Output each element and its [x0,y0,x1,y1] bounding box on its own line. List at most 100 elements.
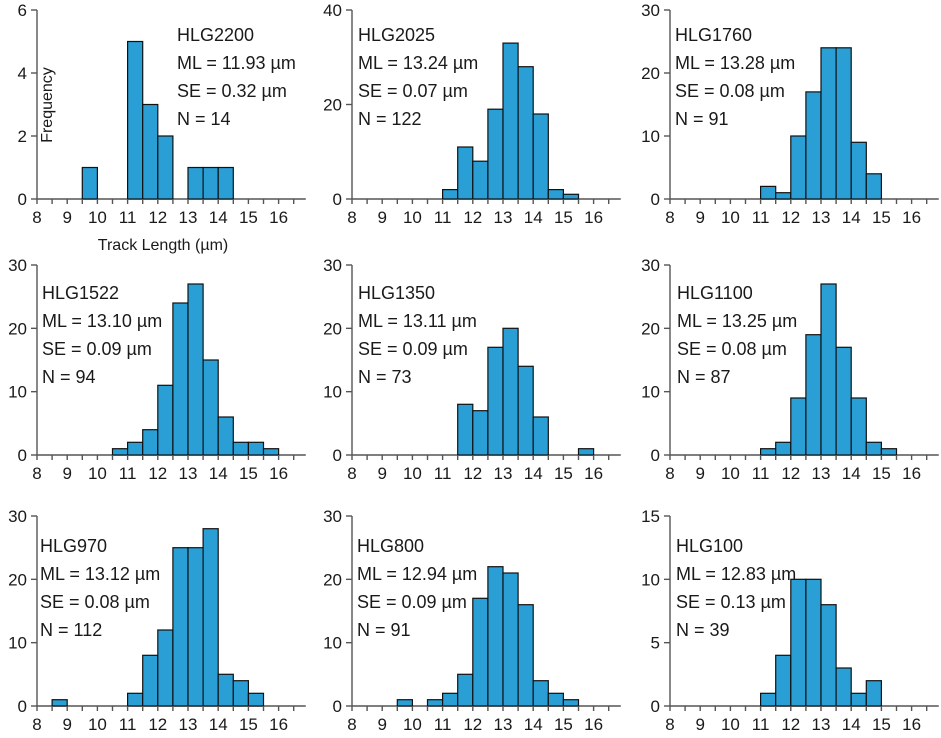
histogram-bar [759,448,777,456]
stat-annotation: ML = 12.94 µm [357,564,477,584]
x-tick-label: 9 [62,715,71,734]
x-tick-label: 9 [62,208,71,227]
histogram-panel-HLG1760: 0 10 20 30 8 9 10 11 12 13 14 15 16 HLG1760 ML = 13.28… [641,1,939,227]
stat-annotation: ML = 13.11 µm [358,311,477,331]
sample-label: HLG1760 [675,25,752,45]
histogram-bar [247,441,265,456]
histogram-bar [562,193,580,200]
histogram-bar [202,166,219,200]
histogram-bar [126,692,144,707]
histogram-bar [126,40,144,200]
histogram-bar [487,566,504,707]
x-tick-label: 12 [463,464,482,483]
histogram-bar [790,578,807,707]
x-tick-label: 10 [721,715,740,734]
x-tick-label: 14 [842,464,861,483]
stat-annotation: SE = 0.13 µm [676,592,786,612]
x-tick-label: 14 [524,208,543,227]
y-tick-label: 30 [641,1,660,20]
histogram-bar [142,103,159,200]
histogram-bar [426,699,444,707]
x-tick-label: 13 [812,715,831,734]
x-tick-label: 10 [721,464,740,483]
histogram-bar [457,146,474,200]
x-tick-label: 11 [434,715,452,734]
y-tick-label: 10 [641,570,660,589]
histogram-bar [820,283,837,456]
x-tick-label: 14 [209,715,228,734]
stat-annotation: SE = 0.08 µm [675,81,785,101]
y-tick-label: 2 [18,127,27,146]
stat-annotation: SE = 0.07 µm [358,81,468,101]
x-tick-label: 11 [119,715,137,734]
sample-label: HLG1522 [42,283,119,303]
histogram-bar [532,113,549,200]
y-tick-label: 20 [641,319,660,338]
x-tick-label: 9 [377,208,386,227]
sample-label: HLG2200 [177,25,254,45]
histogram-bar [865,680,882,707]
x-tick-label: 9 [695,208,704,227]
x-tick-label: 11 [434,208,452,227]
histogram-bar [850,692,867,707]
x-tick-label: 13 [179,715,198,734]
y-tick-label: 0 [18,190,27,209]
histogram-bar [157,384,174,456]
x-tick-label: 8 [347,208,356,227]
x-tick-label: 13 [494,208,513,227]
stat-annotation: SE = 0.08 µm [40,592,150,612]
x-tick-label: 10 [88,464,107,483]
histogram-bar [562,699,580,707]
y-tick-label: 15 [641,507,660,526]
x-tick-label: 14 [842,715,861,734]
x-tick-label: 16 [902,715,921,734]
sample-label: HLG1350 [358,283,435,303]
histogram-bar [865,441,882,456]
histogram-bar [142,429,159,456]
x-tick-label: 12 [781,715,800,734]
histogram-bar [457,403,474,456]
histogram-bar [396,699,413,707]
y-tick-label: 0 [18,446,27,465]
x-tick-label: 9 [695,464,704,483]
x-tick-label: 15 [872,464,891,483]
y-tick-label: 10 [8,634,27,653]
histogram-bar [247,692,265,707]
stat-annotation: ML = 12.83 µm [676,564,796,584]
y-tick-label: 10 [641,127,660,146]
y-tick-label: 0 [651,446,660,465]
y-tick-label: 0 [333,190,342,209]
histogram-bar [805,578,822,707]
stat-annotation: SE = 0.09 µm [42,339,152,359]
stat-annotation: ML = 11.93 µm [177,53,296,73]
histogram-bar [442,692,459,707]
histogram-bar [865,173,882,200]
histogram-bar [850,141,867,200]
x-tick-label: 12 [148,208,167,227]
stat-annotation: N = 91 [357,620,411,640]
x-tick-label: 8 [347,464,356,483]
y-tick-label: 0 [333,446,342,465]
stat-annotation: ML = 13.28 µm [675,53,795,73]
histogram-bar [51,699,68,707]
histogram-bar [835,667,852,707]
y-tick-label: 4 [18,64,27,83]
x-tick-label: 15 [554,715,573,734]
y-tick-label: 5 [651,634,660,653]
x-tick-label: 15 [239,464,258,483]
y-tick-label: 40 [323,1,342,20]
histogram-bar [502,42,519,200]
stat-annotation: ML = 13.24 µm [358,53,478,73]
x-tick-label: 12 [148,715,167,734]
stat-annotation: N = 122 [358,109,422,129]
histogram-bar [187,166,204,200]
histogram-bar [472,597,489,707]
x-tick-label: 15 [239,715,258,734]
histogram-bar [835,346,852,456]
x-tick-label: 8 [32,715,41,734]
y-tick-label: 30 [8,507,27,526]
y-tick-label: 20 [8,319,27,338]
x-tick-label: 11 [752,464,770,483]
y-axis-title: Frequency [39,67,56,143]
